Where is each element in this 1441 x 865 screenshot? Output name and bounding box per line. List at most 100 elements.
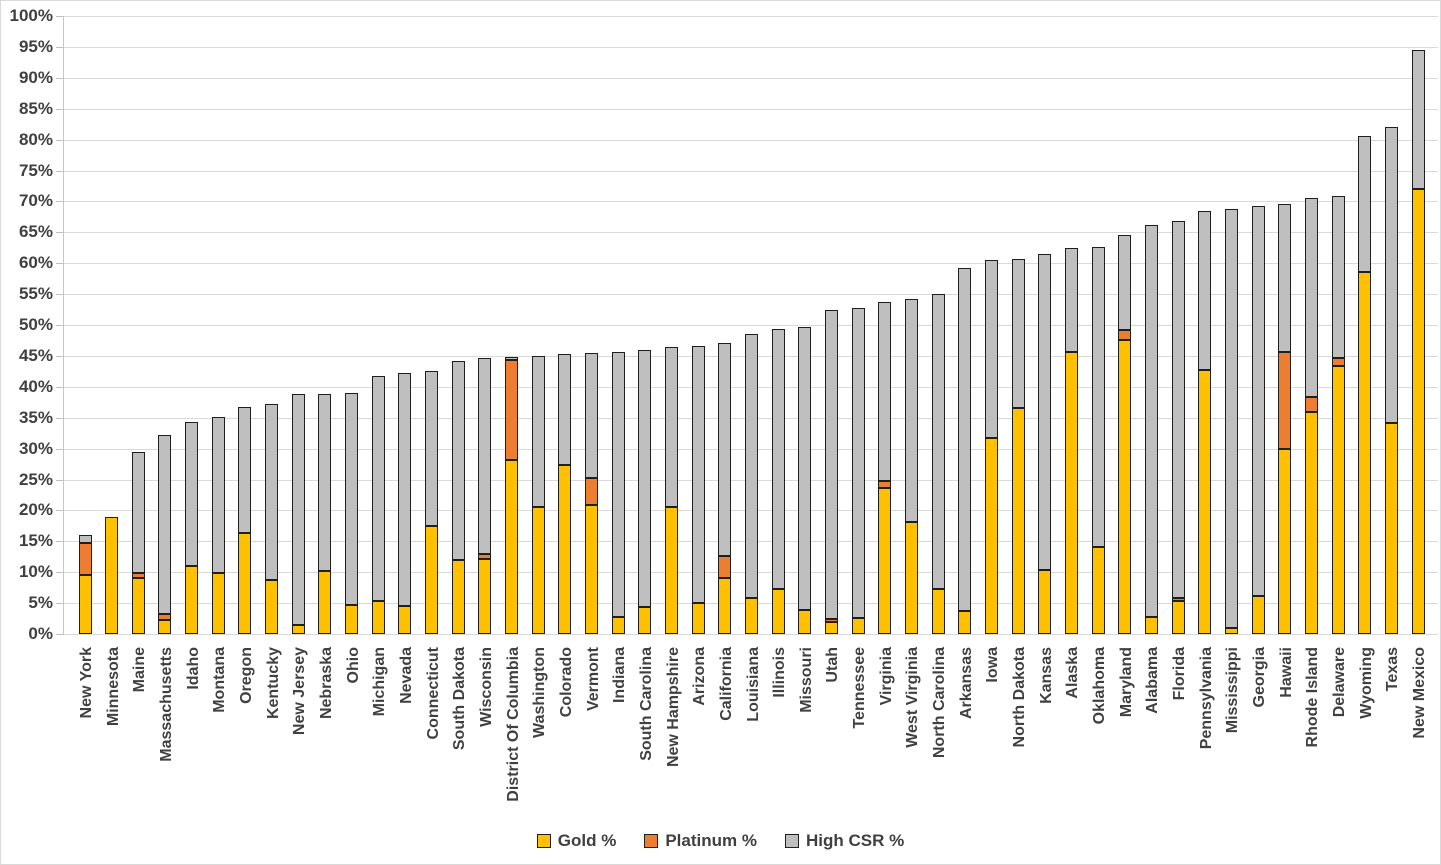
y-axis-tick [56,325,63,326]
x-axis-label-hawaii: Hawaii [1277,647,1295,698]
bar-virginia-gold [878,487,892,634]
gridline [63,201,1438,203]
x-axis-label-minnesota: Minnesota [104,647,122,727]
x-axis-label-louisiana: Louisiana [744,647,762,722]
bar-district-of-columbia-gold [505,459,519,634]
x-axis-label-alabama: Alabama [1144,647,1162,714]
bar-district-of-columbia-high-csr [505,356,519,360]
y-axis-label: 95% [18,36,53,56]
x-axis-label-illinois: Illinois [771,647,789,698]
bar-north-carolina-high-csr [931,294,945,589]
x-axis-label-idaho: Idaho [184,647,202,690]
y-axis-label: 80% [18,129,53,149]
x-axis-label-rhode-island: Rhode Island [1304,647,1322,748]
y-axis-tick [56,386,63,388]
bar-michigan-high-csr [371,376,385,602]
x-axis-label-mississippi: Mississippi [1224,647,1242,734]
y-axis-label: 75% [18,160,53,180]
y-axis-tick [56,572,63,574]
bar-new-york-high-csr [78,534,92,543]
y-axis-label: 20% [18,500,53,520]
bar-montana-gold [211,573,225,634]
bar-idaho-gold [185,566,199,634]
y-axis-label: 100% [9,6,53,25]
x-axis-label-michigan: Michigan [371,647,389,717]
bar-oklahoma-gold [1091,547,1105,634]
bar-kansas-high-csr [1038,253,1052,570]
bar-new-mexico-high-csr [1411,49,1425,190]
y-axis-tick [56,139,63,141]
x-axis-label-california: California [717,647,735,721]
y-axis-label: 10% [18,562,53,582]
bar-connecticut-high-csr [425,371,439,527]
x-axis-label-virginia: Virginia [877,647,895,706]
legend-item-platinum: Platinum % [644,831,757,851]
bar-pennsylvania-gold [1198,370,1212,634]
x-axis-label-utah: Utah [824,647,842,683]
bar-tennessee-gold [851,617,865,634]
bar-oregon-gold [238,532,252,634]
y-axis-label: 55% [18,284,53,304]
bar-montana-high-csr [211,417,225,574]
bar-louisiana-high-csr [745,334,758,599]
y-axis-label: 35% [18,407,53,427]
bar-wisconsin-high-csr [478,358,492,555]
bar-new-hampshire-high-csr [665,347,679,508]
x-axis-label-ohio: Ohio [344,647,362,684]
x-axis-label-south-dakota: South Dakota [451,647,469,751]
bar-hawaii-high-csr [1278,203,1292,352]
x-axis-label-connecticut: Connecticut [424,647,442,740]
x-axis-label-north-carolina: North Carolina [931,647,949,759]
bar-wisconsin-gold [478,558,492,634]
gridline [63,108,1438,110]
y-axis-label: 30% [18,438,53,458]
legend-swatch-gold [536,834,551,848]
y-axis-tick [56,170,63,172]
x-axis-label-iowa: Iowa [984,647,1002,683]
y-axis-label: 70% [18,191,53,211]
bar-kentucky-gold [265,579,279,634]
bar-south-carolina-high-csr [638,349,652,608]
bar-rhode-island-high-csr [1304,198,1318,397]
bar-maryland-high-csr [1118,235,1132,330]
gridline [63,232,1438,234]
x-axis-label-west-virginia: West Virginia [904,647,922,748]
bar-oregon-high-csr [238,406,252,533]
bar-texas-gold [1384,422,1398,634]
bar-texas-high-csr [1384,127,1398,423]
x-axis-label-tennessee: Tennessee [851,647,869,729]
x-axis-label-wisconsin: Wisconsin [477,647,495,727]
bar-alaska-high-csr [1064,247,1078,352]
bar-arkansas-high-csr [958,267,972,611]
gridline [63,170,1438,172]
bar-south-dakota-gold [451,559,465,634]
legend-label: High CSR % [805,831,905,850]
bar-vermont-gold [585,504,599,634]
bar-michigan-gold [371,601,385,634]
bar-rhode-island-platinum [1304,396,1318,412]
bar-massachusetts-platinum [158,613,172,620]
y-axis-label: 0% [28,624,53,643]
x-axis-label-kentucky: Kentucky [264,647,282,720]
y-axis-label: 25% [18,469,53,489]
legend-swatch-platinum [644,834,659,848]
legend-swatch-high-csr [784,834,799,848]
gridline [63,139,1438,141]
bar-new-jersey-gold [291,624,305,634]
bar-massachusetts-gold [158,619,172,634]
bar-illinois-high-csr [771,329,785,589]
bar-tennessee-high-csr [851,307,865,618]
x-axis-label-new-jersey: New Jersey [291,647,309,736]
y-axis-label: 45% [18,345,53,365]
bar-nebraska-gold [318,570,332,634]
bar-massachusetts-high-csr [158,435,172,614]
bar-iowa-high-csr [984,260,998,439]
y-axis-tick [56,603,63,605]
bar-new-york-platinum [78,542,92,576]
bar-alabama-gold [1144,616,1158,634]
y-axis-tick [56,417,63,419]
bar-mississippi-high-csr [1224,208,1238,628]
bar-florida-gold [1171,601,1185,634]
x-axis-label-montana: Montana [211,647,229,713]
